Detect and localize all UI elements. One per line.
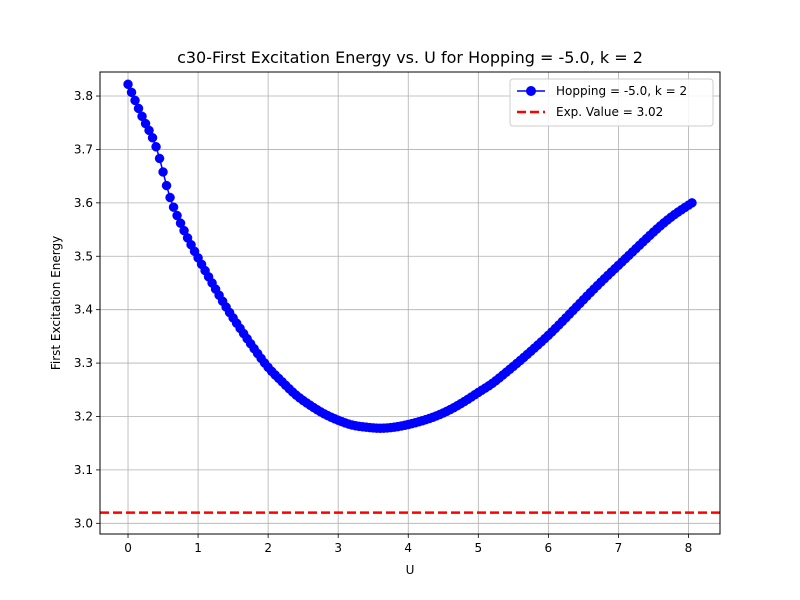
x-tick-label: 6 — [545, 541, 553, 555]
x-tick-label: 1 — [194, 541, 202, 555]
y-tick-label: 3.7 — [74, 142, 93, 156]
data-point — [687, 198, 697, 208]
x-tick-label: 8 — [685, 541, 693, 555]
legend: Hopping = -5.0, k = 2 Exp. Value = 3.02 — [509, 78, 714, 127]
data-point — [123, 79, 133, 90]
y-tick-label: 3.3 — [74, 356, 93, 370]
legend-label-reference: Exp. Value = 3.02 — [556, 105, 663, 119]
data-point — [154, 153, 165, 164]
y-tick-label: 3.5 — [74, 249, 93, 263]
x-tick-label: 3 — [334, 541, 342, 555]
data-point — [168, 202, 179, 212]
y-axis: 3.0 3.1 3.2 3.3 3.4 3.5 3.6 3.7 3.8 — [74, 89, 100, 530]
axes-frame — [99, 71, 721, 535]
legend-label-series: Hopping = -5.0, k = 2 — [556, 84, 687, 98]
y-tick-label: 3.0 — [74, 516, 93, 530]
data-point — [126, 87, 137, 98]
y-tick-label: 3.1 — [74, 463, 93, 477]
x-axis-label: U — [406, 563, 415, 577]
legend-swatch-marker-series — [526, 86, 536, 96]
y-tick-label: 3.6 — [74, 196, 93, 210]
data-point — [161, 180, 172, 191]
plot-content — [100, 79, 720, 514]
x-tick-label: 2 — [264, 541, 272, 555]
x-axis: 0 1 2 3 4 5 6 7 8 — [124, 534, 692, 555]
legend-box — [509, 78, 714, 127]
data-point — [151, 142, 161, 152]
data-point — [165, 192, 175, 203]
y-tick-label: 3.4 — [74, 303, 93, 317]
x-tick-label: 4 — [404, 541, 412, 555]
y-tick-label: 3.8 — [74, 89, 93, 103]
y-tick-label: 3.2 — [74, 409, 93, 423]
data-point — [130, 95, 140, 106]
chart-title: c30-First Excitation Energy vs. U for Ho… — [177, 48, 643, 67]
data-point — [133, 103, 144, 114]
grid-lines — [100, 72, 720, 534]
data-point — [147, 133, 158, 143]
data-point — [158, 167, 168, 177]
x-tick-label: 0 — [124, 541, 132, 555]
x-tick-label: 7 — [615, 541, 623, 555]
x-tick-label: 5 — [474, 541, 482, 555]
y-axis-label: First Excitation Energy — [49, 236, 63, 370]
